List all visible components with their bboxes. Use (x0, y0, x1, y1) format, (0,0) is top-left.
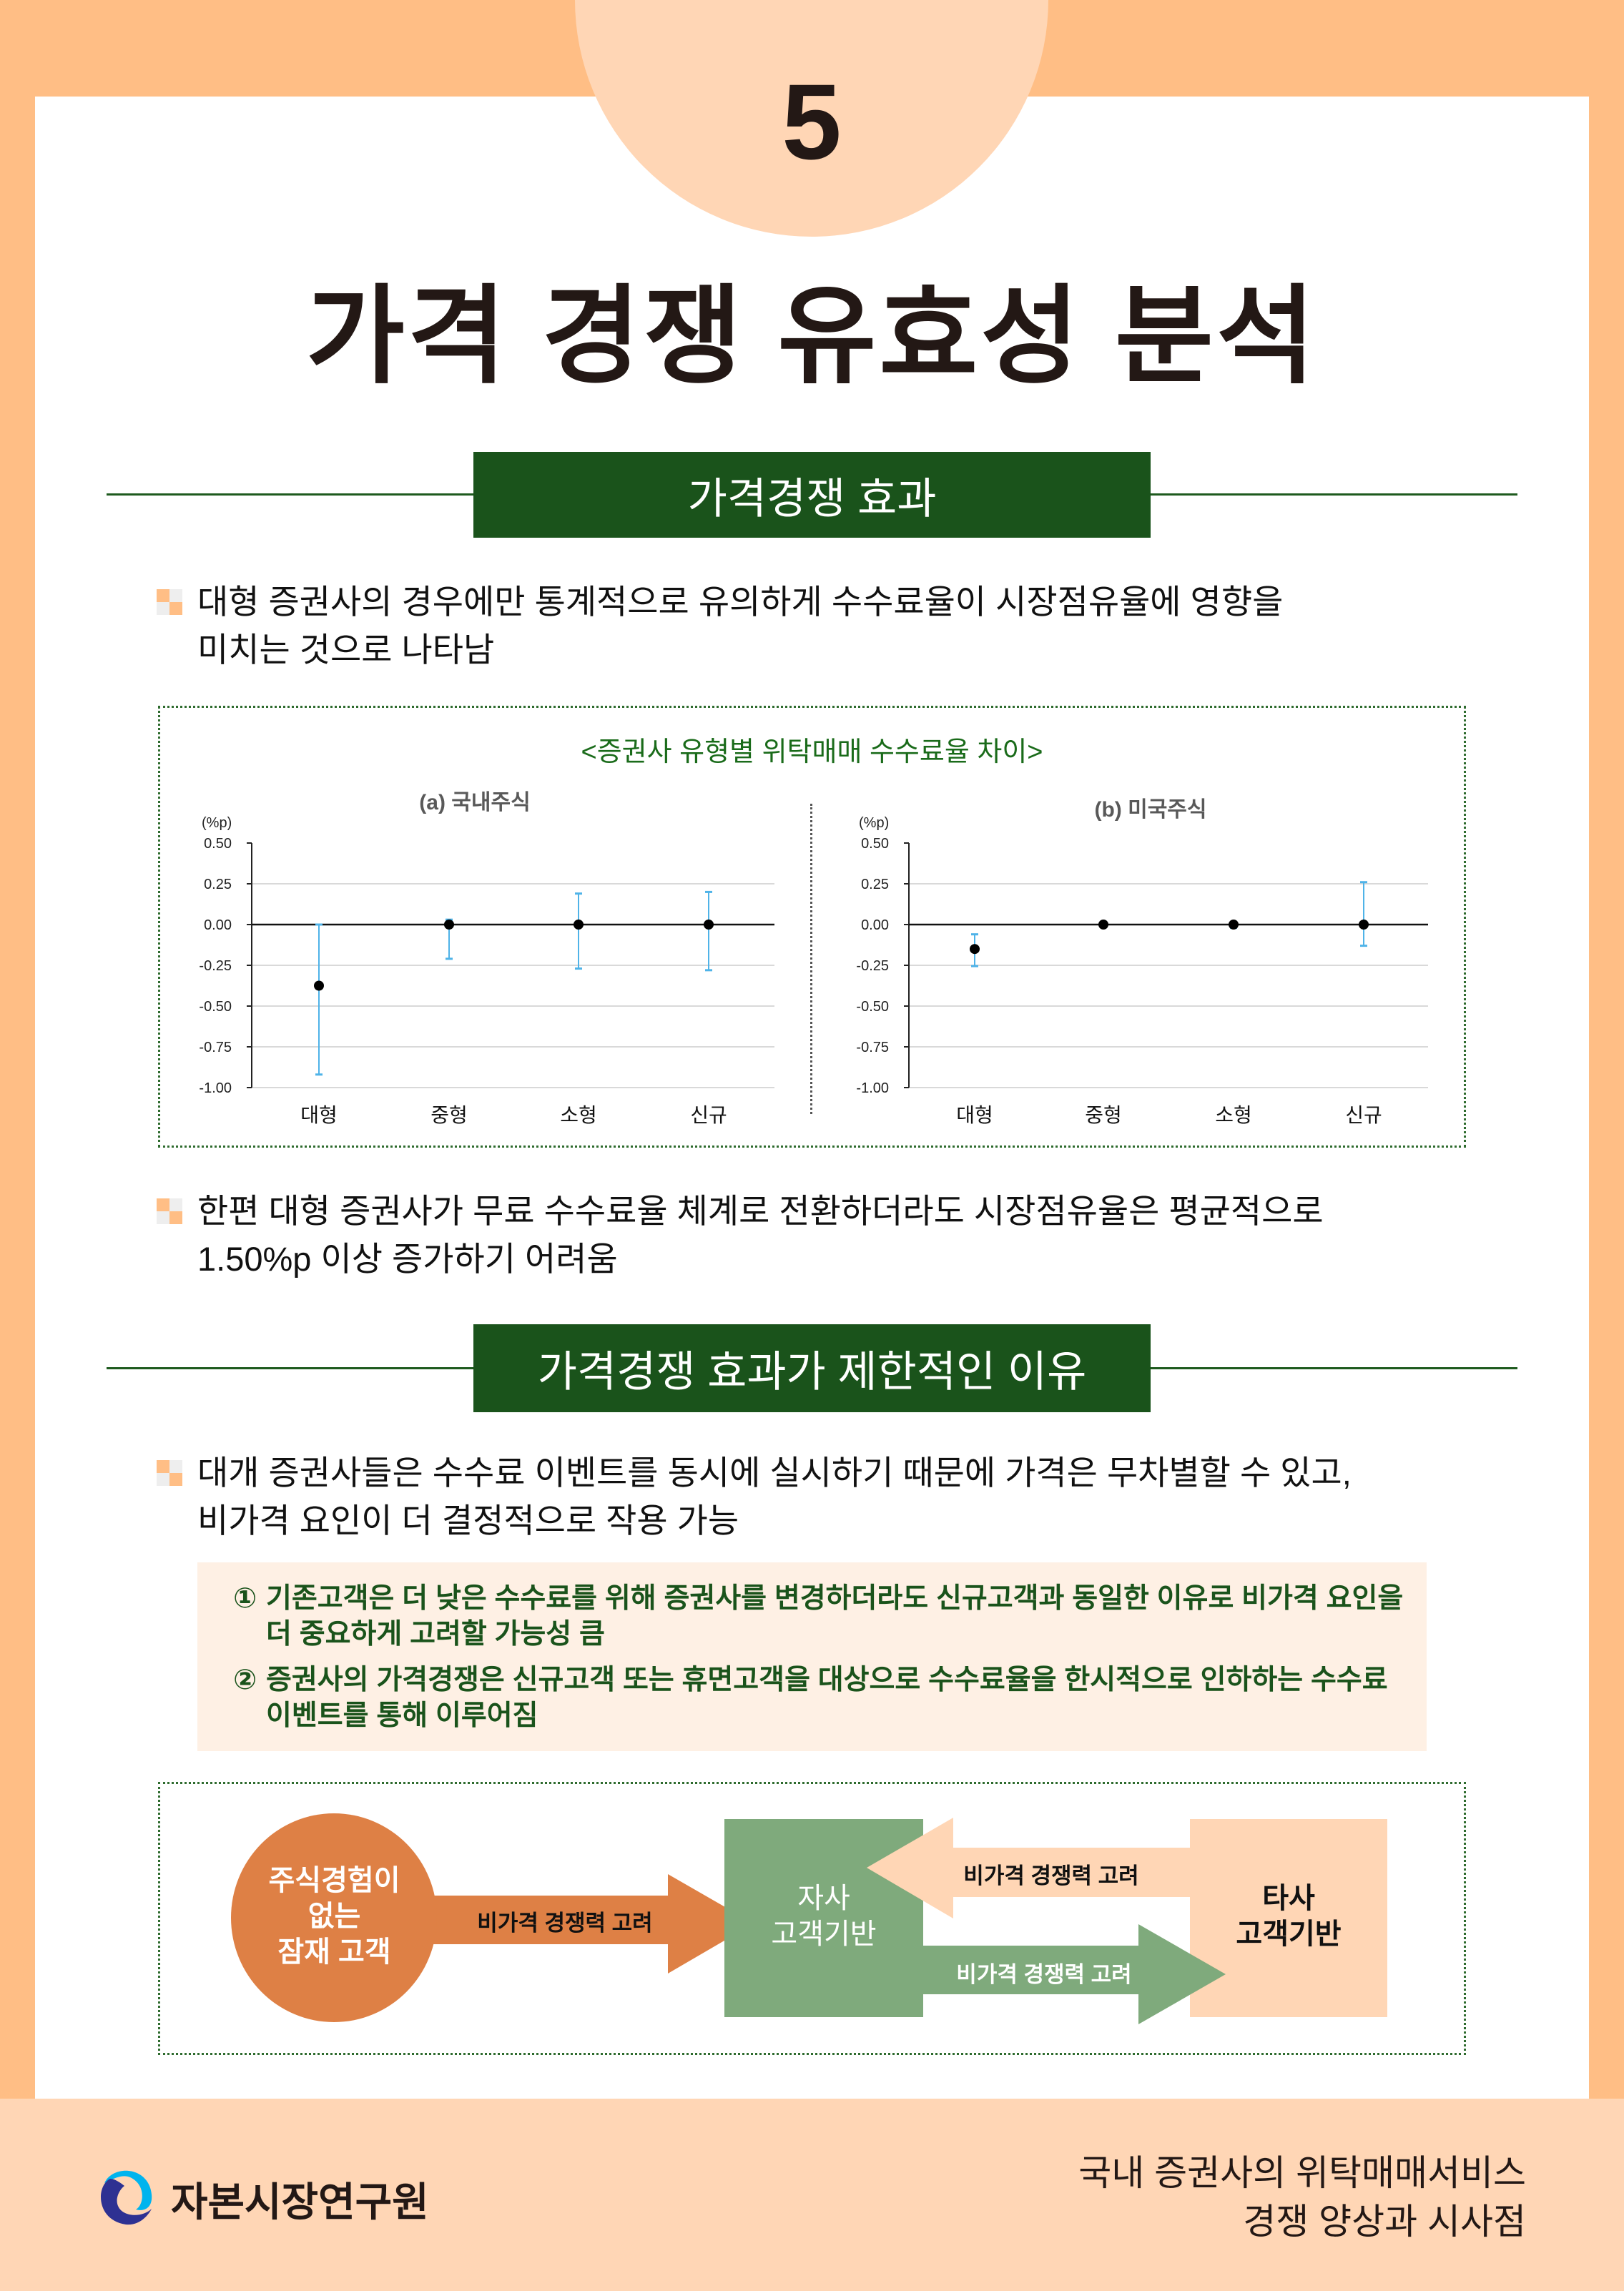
arrow-top-label: 비가격 경쟁력 고려 (963, 1863, 1139, 1888)
data-point (1098, 920, 1108, 930)
reason-line: 이벤트를 통해 이루어짐 (266, 1700, 538, 1731)
footer (0, 2099, 1624, 2291)
reason-line: 기존고객은 더 낮은 수수료를 위해 증권사를 변경하더라도 신규고객과 동일한… (266, 1583, 1404, 1614)
label-line: 잠재 고객 (277, 1936, 391, 1968)
bullet-text: 한편 대형 증권사가 무료 수수료율 체계로 전환하더라도 시장점유율은 평균적… (197, 1187, 1324, 1283)
bullet-line: 미치는 것으로 나타남 (197, 631, 495, 669)
y-tick-label: 0.50 (204, 836, 232, 852)
label-line: 고객기반 (1236, 1918, 1342, 1950)
data-point (444, 920, 454, 930)
page-number: 5 (782, 61, 842, 182)
x-tick-label: 소형 (1215, 1104, 1252, 1126)
chart-title: (a) 국내주식 (419, 791, 530, 814)
y-tick-label: -0.50 (856, 999, 889, 1015)
data-point (574, 920, 584, 930)
reason-item: ① 기존고객은 더 낮은 수수료를 위해 증권사를 변경하더라도 신규고객과 동일… (233, 1581, 1427, 1652)
bullet-line: 대형 증권사의 경우에만 통계적으로 유의하게 수수료율이 시장점유율에 영향을 (197, 583, 1284, 621)
flow-diagram (231, 1813, 1387, 2024)
x-tick-label: 소형 (560, 1104, 597, 1126)
label-line: 주식경험이 (268, 1865, 400, 1896)
data-point (704, 920, 714, 930)
arrow-own-to-other (923, 1924, 1226, 2024)
checker-square-icon (157, 1198, 182, 1224)
diagram-box (158, 1782, 1466, 2055)
section-header: 가격경쟁 효과가 제한적인 이유 (473, 1324, 1151, 1412)
bullet-line: 비가격 요인이 더 결정적으로 작용 가능 (197, 1502, 739, 1539)
own-customer-base-box (724, 1819, 923, 2017)
bullet-line: 한편 대형 증권사가 무료 수수료율 체계로 전환하더라도 시장점유율은 평균적… (197, 1192, 1324, 1230)
y-axis-unit: (%p) (202, 815, 232, 831)
y-tick-label: -0.25 (856, 958, 889, 974)
data-point (970, 944, 980, 955)
charts: (a) 국내주식 (%p) 0.50 0.25 0.00 -0.25 -0.50 -0.75 -… (199, 791, 1428, 1126)
x-tick-label: 대형 (300, 1104, 338, 1126)
checker-square-icon (157, 589, 182, 615)
y-tick-label: -1.00 (856, 1080, 889, 1096)
figure-box (158, 706, 1466, 1148)
label-line: 없는 (307, 1901, 361, 1932)
y-tick-label: 0.00 (861, 917, 889, 933)
org-name: 자본시장연구원 (171, 2179, 429, 2225)
data-point (1359, 920, 1369, 930)
doc-title-line: 경쟁 양상과 시사점 (1243, 2202, 1526, 2242)
bullet-line: 대개 증권사들은 수수료 이벤트를 동시에 실시하기 때문에 가격은 무차별할 … (197, 1454, 1352, 1492)
reason-marker: ② (233, 1665, 257, 1695)
page-title: 가격 경쟁 유효성 분석 (305, 276, 1319, 396)
arrow-bottom-label: 비가격 경쟁력 고려 (956, 1962, 1132, 1987)
x-tick-label: 대형 (956, 1104, 993, 1126)
y-tick-label: -0.75 (856, 1040, 889, 1055)
section-header: 가격경쟁 효과 (473, 452, 1151, 538)
checker-square-icon (157, 1460, 182, 1486)
y-tick-label: 0.25 (861, 877, 889, 892)
reasons-box: ① 기존고객은 더 낮은 수수료를 위해 증권사를 변경하더라도 신규고객과 동일… (197, 1562, 1427, 1751)
data-point (314, 980, 324, 991)
x-tick-label: 중형 (1085, 1104, 1122, 1126)
y-axis-unit: (%p) (859, 815, 889, 831)
chart-title: (b) 미국주식 (1094, 798, 1206, 822)
y-tick-label: -0.75 (199, 1040, 232, 1055)
bullet-text: 대개 증권사들은 수수료 이벤트를 동시에 실시하기 때문에 가격은 무차별할 … (197, 1449, 1352, 1544)
y-tick-label: 0.00 (204, 917, 232, 933)
x-tick-label: 중형 (430, 1104, 468, 1126)
arrow-other-to-own (867, 1818, 1190, 1918)
data-point (1229, 920, 1239, 930)
y-tick-label: -0.50 (199, 999, 232, 1015)
arrow-potential-to-own (429, 1874, 754, 1974)
y-tick-label: -0.25 (199, 958, 232, 974)
kcmi-logo-icon (101, 2170, 152, 2225)
y-tick-label: 0.50 (861, 836, 889, 852)
reason-line: 더 중요하게 고려할 가능성 큼 (266, 1619, 605, 1650)
arrow-label: 비가격 경쟁력 고려 (477, 1911, 653, 1936)
potential-customer-circle (231, 1813, 437, 2022)
x-tick-label: 신규 (1345, 1104, 1382, 1126)
bullet-line: 1.50%p 이상 증가하기 어려움 (197, 1240, 618, 1278)
x-tick-label: 신규 (690, 1104, 727, 1126)
y-tick-label: -1.00 (199, 1080, 232, 1096)
label-line: 타사 (1262, 1883, 1315, 1914)
reason-item: ② 증권사의 가격경쟁은 신규고객 또는 휴면고객을 대상으로 수수료율을 한시적… (233, 1662, 1427, 1734)
bullet-text: 대형 증권사의 경우에만 통계적으로 유의하게 수수료율이 시장점유율에 영향을… (197, 578, 1283, 674)
other-customer-base-box (1190, 1819, 1387, 2017)
figure-title: <증권사 유형별 위탁매매 수수료율 차이> (581, 737, 1043, 767)
label-line: 자사 (797, 1883, 850, 1914)
reason-marker: ① (233, 1583, 257, 1614)
chart-divider (810, 804, 812, 1114)
doc-title-line: 국내 증권사의 위탁매매서비스 (1078, 2153, 1526, 2193)
y-tick-label: 0.25 (204, 877, 232, 892)
label-line: 고객기반 (771, 1918, 877, 1950)
reason-line: 증권사의 가격경쟁은 신규고객 또는 휴면고객을 대상으로 수수료율을 한시적으… (266, 1665, 1388, 1695)
